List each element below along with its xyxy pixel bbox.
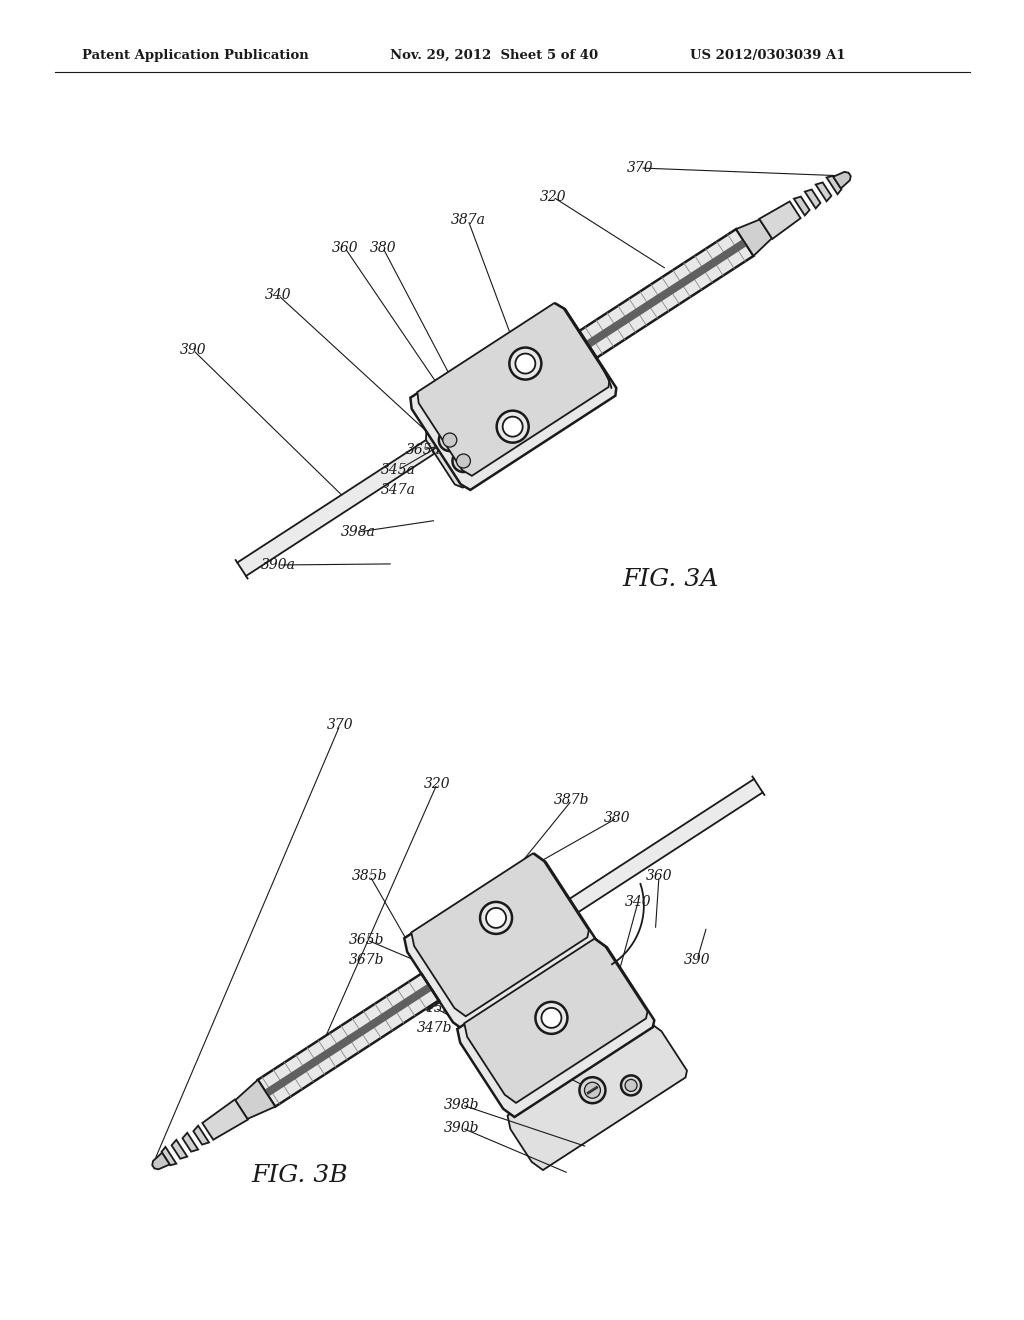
- Polygon shape: [826, 176, 842, 194]
- Text: 385b: 385b: [352, 869, 388, 883]
- Polygon shape: [194, 1126, 209, 1144]
- Polygon shape: [458, 939, 654, 1117]
- Circle shape: [439, 429, 461, 451]
- Polygon shape: [238, 345, 582, 576]
- Circle shape: [453, 450, 474, 473]
- Text: 390: 390: [179, 343, 206, 356]
- Circle shape: [625, 1080, 637, 1092]
- Circle shape: [536, 1002, 567, 1034]
- Text: 398b: 398b: [444, 1098, 480, 1111]
- Polygon shape: [834, 172, 851, 189]
- Circle shape: [542, 1008, 561, 1028]
- Text: 360: 360: [332, 242, 358, 255]
- Polygon shape: [426, 414, 488, 487]
- Circle shape: [486, 908, 506, 928]
- Text: FIG. 3B: FIG. 3B: [252, 1163, 348, 1187]
- Text: 380: 380: [370, 242, 396, 255]
- Text: 385a: 385a: [556, 385, 591, 400]
- Polygon shape: [418, 304, 609, 475]
- Text: 370: 370: [327, 718, 353, 733]
- Polygon shape: [182, 1133, 198, 1151]
- Circle shape: [497, 411, 528, 442]
- Circle shape: [480, 902, 512, 935]
- Polygon shape: [816, 182, 831, 202]
- Circle shape: [580, 1077, 605, 1104]
- Circle shape: [442, 433, 457, 447]
- Polygon shape: [411, 304, 616, 490]
- Polygon shape: [419, 779, 763, 1010]
- Text: 380: 380: [604, 810, 631, 825]
- Text: 387b: 387b: [554, 793, 590, 807]
- Text: Patent Application Publication: Patent Application Publication: [82, 49, 309, 62]
- Text: 367a: 367a: [453, 421, 487, 436]
- Polygon shape: [736, 219, 772, 256]
- Polygon shape: [794, 197, 810, 215]
- Text: 390a: 390a: [260, 558, 296, 572]
- Text: 398a: 398a: [341, 525, 376, 539]
- Polygon shape: [258, 974, 438, 1106]
- Circle shape: [585, 1082, 600, 1098]
- Text: 387a: 387a: [451, 213, 485, 227]
- Polygon shape: [264, 983, 432, 1097]
- Polygon shape: [236, 1080, 275, 1119]
- Text: 340: 340: [625, 895, 651, 909]
- Text: 320: 320: [424, 777, 451, 791]
- Text: 360: 360: [646, 869, 673, 883]
- Polygon shape: [203, 1100, 248, 1139]
- Polygon shape: [759, 202, 801, 239]
- Polygon shape: [586, 239, 746, 347]
- Polygon shape: [153, 1152, 170, 1170]
- Text: 390b: 390b: [444, 1121, 480, 1135]
- Text: 347a: 347a: [381, 483, 416, 498]
- Polygon shape: [464, 939, 647, 1104]
- Text: 390: 390: [684, 953, 711, 968]
- Text: 365b: 365b: [349, 933, 385, 946]
- Text: FIG. 3A: FIG. 3A: [622, 569, 718, 591]
- Circle shape: [515, 354, 536, 374]
- Circle shape: [509, 347, 542, 380]
- Text: US 2012/0303039 A1: US 2012/0303039 A1: [690, 49, 846, 62]
- Polygon shape: [805, 190, 820, 209]
- Polygon shape: [508, 1023, 687, 1170]
- Text: Nov. 29, 2012  Sheet 5 of 40: Nov. 29, 2012 Sheet 5 of 40: [390, 49, 598, 62]
- Circle shape: [622, 1076, 641, 1096]
- Text: 345b: 345b: [417, 1001, 453, 1015]
- Polygon shape: [162, 1147, 176, 1166]
- Text: 345a: 345a: [381, 463, 416, 477]
- Circle shape: [457, 454, 470, 469]
- Polygon shape: [404, 854, 596, 1031]
- Polygon shape: [412, 854, 589, 1016]
- Text: 347b: 347b: [417, 1020, 453, 1035]
- Polygon shape: [580, 230, 754, 358]
- Polygon shape: [172, 1140, 187, 1159]
- Text: 320: 320: [540, 190, 566, 205]
- Circle shape: [503, 417, 522, 437]
- Text: 365a: 365a: [406, 444, 440, 457]
- Text: 370: 370: [627, 161, 653, 176]
- Text: 367b: 367b: [349, 953, 385, 968]
- Text: 340: 340: [264, 288, 291, 302]
